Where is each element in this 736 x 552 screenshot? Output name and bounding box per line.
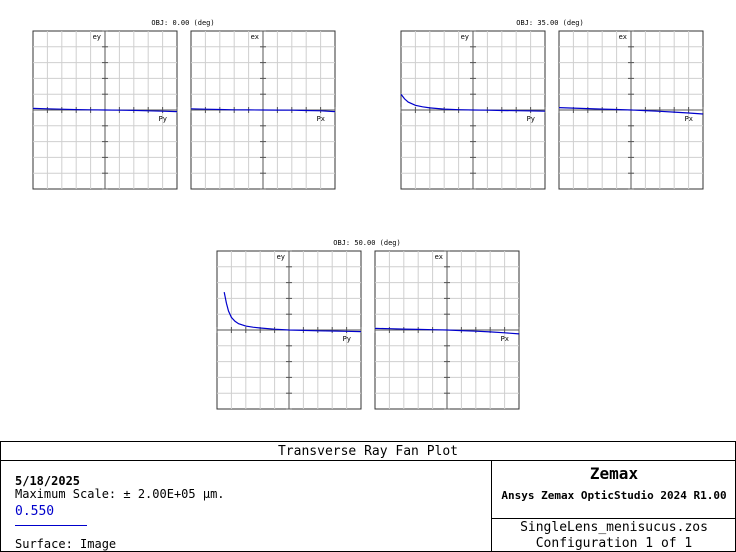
field-title-2: OBJ: 50.00 (deg) — [333, 239, 400, 247]
surface-text: Surface: Image — [15, 537, 117, 551]
field-1-sagittal-ylabel: ex — [619, 33, 627, 41]
field-title-0: OBJ: 0.00 (deg) — [151, 19, 214, 27]
max-scale-text: Maximum Scale: ± 2.00E+05 µm. — [15, 487, 225, 501]
field-2-sagittal-xlabel: Px — [501, 335, 509, 343]
field-2-tangential-ray-fan-line — [223, 291, 362, 333]
field-0-sagittal-ylabel: ex — [251, 33, 259, 41]
info-panel: Transverse Ray Fan Plot 5/18/2025 Maximu… — [0, 441, 736, 552]
wavelength-legend-line — [15, 525, 87, 526]
field-1-tangential-xlabel: Py — [527, 115, 535, 123]
date-text: 5/18/2025 — [15, 474, 81, 488]
field-2-sagittal-ylabel: ex — [435, 253, 443, 261]
field-0-tangential-xlabel: Py — [159, 115, 167, 123]
configuration-text: Configuration 1 of 1 — [535, 536, 693, 551]
field-1-tangential-ray-fan-line — [400, 93, 546, 112]
product-name: Ansys Zemax OpticStudio 2024 R1.00 — [501, 489, 727, 502]
info-left-section: 5/18/2025 Maximum Scale: ± 2.00E+05 µm. … — [1, 461, 491, 551]
file-name: SingleLens_menisucus.zos — [520, 520, 708, 535]
plot-title: Transverse Ray Fan Plot — [1, 442, 735, 461]
field-2-tangential-xlabel: Py — [343, 335, 351, 343]
info-right-section: Zemax Ansys Zemax OpticStudio 2024 R1.00… — [491, 461, 736, 551]
field-0-sagittal-xlabel: Px — [317, 115, 325, 123]
field-2-tangential-ylabel: ey — [277, 253, 285, 261]
brand-name: Zemax — [589, 464, 639, 483]
field-0-tangential-ylabel: ey — [93, 33, 101, 41]
brand-section: Zemax Ansys Zemax OpticStudio 2024 R1.00 — [492, 461, 736, 519]
wavelength-legend: 0.550 — [15, 504, 55, 519]
field-0-tangential-ray-fan-line — [32, 107, 178, 113]
field-1-tangential-ylabel: ey — [461, 33, 469, 41]
field-1-sagittal-ray-fan-line — [558, 107, 704, 115]
field-2-sagittal-ray-fan-line — [374, 327, 520, 335]
ray-fan-plot-area: OBJ: 0.00 (deg) ey Py ex Px OBJ: 35.00 (deg) e… — [32, 19, 704, 410]
field-title-1: OBJ: 35.00 (deg) — [516, 19, 583, 27]
field-0-sagittal-ray-fan-line — [190, 108, 336, 113]
field-1-sagittal-xlabel: Px — [685, 115, 693, 123]
